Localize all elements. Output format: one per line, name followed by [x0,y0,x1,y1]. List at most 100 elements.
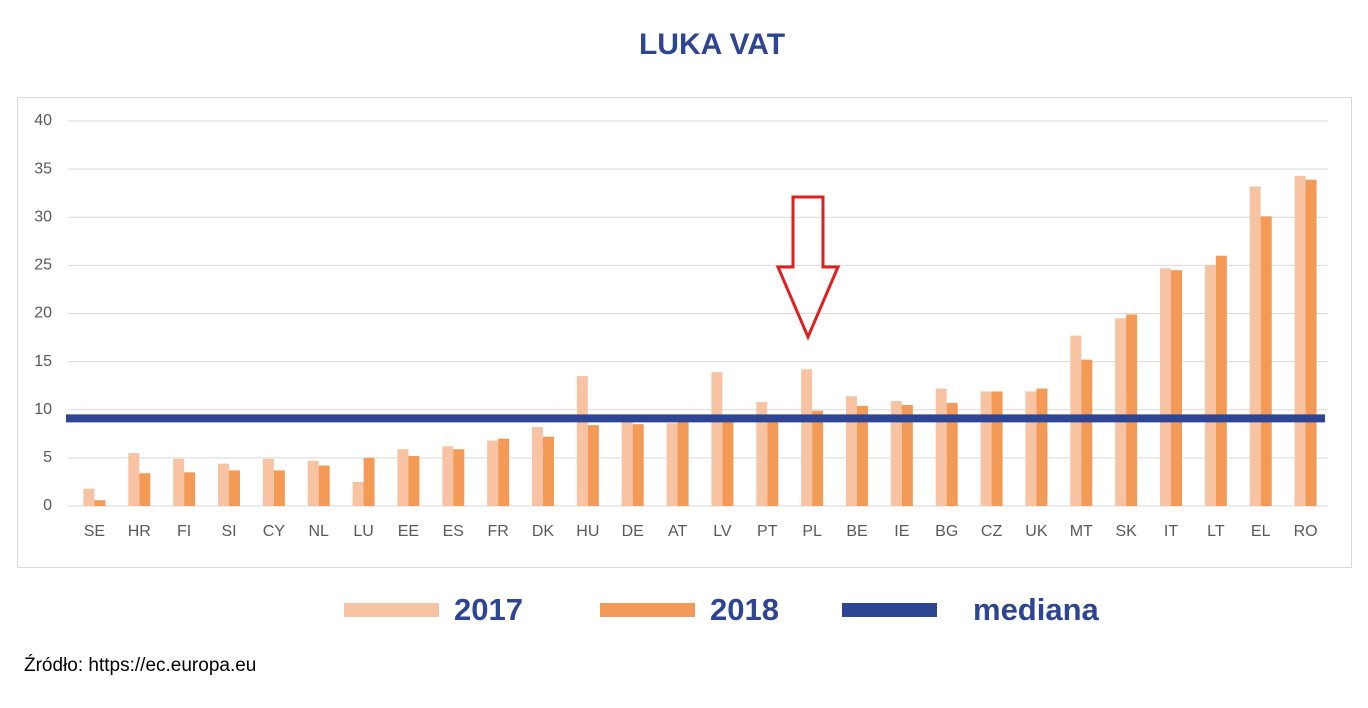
y-tick-label: 20 [34,305,52,322]
legend: 2017 2018 mediana [344,592,1100,627]
bar [128,453,140,506]
x-tick-label: BE [846,523,867,540]
bar [767,418,779,506]
x-tick-label: FI [177,523,191,540]
legend-label: 2018 [710,592,779,627]
bar [1260,216,1272,506]
bar [218,463,229,506]
x-tick-label: EE [398,523,419,540]
bar [363,457,375,506]
x-tick-label: SI [221,523,236,540]
x-tick-label: ES [443,523,464,540]
y-tick-label: 15 [34,353,52,370]
bar [1081,359,1093,506]
x-tick-label: DK [532,523,555,540]
bar [532,427,543,506]
x-tick-label: CZ [981,523,1003,540]
x-tick-label: MT [1070,523,1093,540]
bar [857,405,868,506]
bar [677,421,689,506]
bar [273,470,285,506]
bar [801,369,813,506]
x-tick-label: SK [1115,523,1137,540]
bar [1204,265,1216,506]
x-tick-label: LT [1207,523,1225,540]
y-tick-label: 40 [34,112,52,129]
x-tick-label: FR [487,523,508,540]
x-tick-label: LU [353,523,373,540]
legend-label: 2017 [454,592,523,627]
y-tick-label: 5 [43,449,52,466]
bar [812,410,824,506]
x-tick-label: UK [1025,523,1048,540]
bar [576,376,588,506]
bar [139,473,151,506]
bar [1036,388,1048,506]
x-tick-label: RO [1294,523,1318,540]
bar [980,391,992,506]
bar [83,488,95,506]
bar [487,440,499,506]
y-tick-label: 35 [34,160,52,177]
bar [935,388,947,506]
bar [307,460,319,506]
bar [1249,186,1261,506]
legend-swatch [842,603,937,617]
x-tick-label: IE [894,523,909,540]
x-tick-label: SE [84,523,105,540]
bar [262,458,274,506]
bar [498,438,510,506]
x-tick-label: PT [757,523,778,540]
bar [1294,175,1306,507]
x-tick-label: CY [263,523,286,540]
y-tick-label: 25 [34,257,52,274]
bar [722,419,734,506]
bar [991,391,1003,506]
bar [1171,270,1182,506]
legend-label: mediana [973,592,1100,627]
bar [397,449,409,506]
source-note: Źródło: https://ec.europa.eu [24,655,256,676]
bar [352,481,364,506]
legend-swatch [344,603,439,617]
y-tick-label: 0 [43,497,52,514]
x-tick-label: NL [308,523,329,540]
bar [229,470,240,506]
bar [94,500,106,506]
x-tick-label: LV [713,523,732,540]
bar [543,436,554,506]
x-tick-label: EL [1251,523,1271,540]
bar [408,455,420,506]
bar [901,404,913,506]
bar [946,403,958,506]
chart-title: LUKA VAT [639,28,785,61]
bar [1115,318,1127,506]
bar [1126,314,1138,506]
x-tick-label: IT [1164,523,1178,540]
bar [587,425,599,506]
y-tick-label: 30 [34,208,52,225]
bar [846,396,857,506]
bar [666,423,678,506]
x-tick-label: HU [576,523,599,540]
bar [453,449,465,506]
arrow-annotation [775,195,841,341]
bar [890,401,902,506]
bar [318,465,330,506]
bar [711,372,723,506]
bar [1215,255,1227,506]
bar [184,472,196,506]
bar [1305,179,1317,506]
bar [1025,391,1037,506]
x-tick-label: BG [935,523,958,540]
x-tick-label: AT [668,523,687,540]
x-tick-label: DE [622,523,644,540]
legend-swatch [600,603,695,617]
x-tick-label: HR [128,523,151,540]
bar [621,420,633,506]
bar [442,446,454,506]
bar [756,402,768,506]
plot-frame [17,97,1352,568]
plot-area: 0 5 10 15 20 25 30 35 40 SE HR FI SI CY NL LU EE ES FR DK HU… [34,112,1328,540]
